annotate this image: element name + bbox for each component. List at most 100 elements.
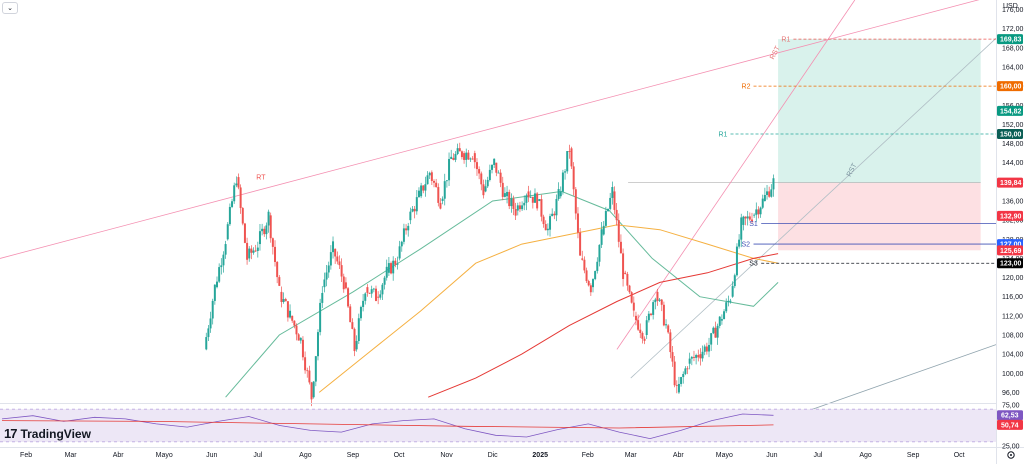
price-label-box	[997, 258, 1023, 269]
candle	[372, 288, 375, 290]
candle	[422, 185, 425, 191]
level-label: S3	[749, 261, 758, 268]
price-tick: 136,00	[1002, 199, 1024, 206]
gear-icon[interactable]	[1007, 451, 1015, 459]
candle	[611, 187, 614, 198]
candle	[626, 273, 629, 286]
rsi-label-box	[997, 410, 1023, 421]
candle	[282, 299, 285, 303]
target-zone	[778, 39, 981, 183]
candle	[699, 354, 702, 359]
price-label: 127,00	[1000, 242, 1022, 249]
candle	[299, 337, 302, 341]
candle	[351, 322, 354, 329]
price-tick: 116,00	[1002, 294, 1023, 301]
price-tick: 168,00	[1002, 45, 1024, 52]
time-tick: Abr	[673, 452, 685, 459]
candle	[368, 292, 371, 294]
candle	[705, 346, 708, 352]
candle	[725, 302, 728, 312]
time-tick: Jul	[814, 452, 823, 459]
trendline-label: RT	[256, 174, 266, 181]
moving-average-line	[428, 253, 779, 398]
candle	[738, 239, 741, 247]
candle	[355, 341, 358, 350]
time-tick: Feb	[20, 452, 32, 459]
candle	[634, 315, 637, 321]
moving-average-line	[225, 190, 779, 398]
candle	[557, 189, 560, 199]
candle	[362, 300, 365, 307]
rsi-label: 62,53	[1001, 413, 1019, 420]
candle	[628, 285, 631, 293]
candle	[246, 242, 249, 260]
candle	[731, 286, 734, 297]
candle	[439, 202, 442, 209]
candle	[622, 253, 625, 279]
candle	[218, 267, 221, 282]
settings-button[interactable]	[1007, 451, 1015, 459]
price-label: 125,69	[1000, 248, 1022, 255]
candle	[746, 216, 749, 219]
candle	[630, 292, 633, 303]
candle	[207, 328, 210, 338]
candle	[632, 302, 635, 311]
candle	[768, 191, 771, 197]
candle	[549, 216, 552, 230]
price-tick: 144,00	[1002, 160, 1024, 167]
candle	[527, 191, 530, 198]
candle	[445, 180, 448, 182]
collapse-button[interactable]: ⌄	[2, 2, 18, 14]
candle	[551, 213, 554, 217]
chevron-down-icon: ⌄	[7, 5, 13, 12]
candle	[660, 299, 663, 305]
candle	[347, 288, 350, 307]
time-tick: 2025	[532, 452, 548, 459]
candle	[289, 310, 292, 318]
price-tick: 108,00	[1002, 333, 1024, 340]
candle	[224, 244, 227, 255]
price-label: 154,82	[1000, 108, 1022, 115]
candle	[443, 181, 446, 199]
candle	[772, 178, 775, 190]
candle	[594, 271, 597, 280]
candle	[231, 201, 234, 207]
candle	[383, 277, 386, 285]
candle	[312, 381, 315, 398]
candle	[497, 172, 500, 174]
time-tick: Ago	[299, 452, 312, 459]
candle	[390, 263, 393, 274]
candle	[448, 158, 451, 181]
candle	[598, 244, 601, 262]
price-axis[interactable]: USD 176,00172,00168,00164,00160,00156,00…	[996, 0, 1024, 464]
candle	[456, 148, 459, 155]
time-tick: Mayo	[716, 452, 733, 459]
candle	[733, 275, 736, 287]
candle	[761, 198, 764, 208]
candle	[770, 189, 773, 197]
candle	[379, 294, 382, 298]
price-label: 132,90	[1000, 213, 1022, 220]
time-tick: Mayo	[156, 452, 173, 459]
time-axis: Feb Mar Abr Mayo Jun Jul Ago Sep Oct Nov Dic 2025 Fe…	[20, 452, 965, 459]
candle	[692, 356, 695, 358]
candle	[624, 272, 627, 274]
tradingview-logo: 17 TradingView	[4, 426, 91, 441]
candle	[637, 320, 640, 330]
candle	[467, 152, 470, 160]
price-tick: 176,00	[1002, 7, 1024, 14]
candle	[237, 177, 240, 188]
price-tick: 148,00	[1002, 141, 1024, 148]
price-tick: 120,00	[1002, 275, 1024, 282]
candle	[512, 198, 515, 210]
candle	[591, 279, 594, 288]
candle	[254, 250, 257, 252]
candle	[727, 300, 730, 303]
candle	[420, 185, 423, 197]
candle	[480, 173, 483, 185]
candle	[680, 377, 683, 384]
candle	[533, 193, 536, 203]
candle	[407, 225, 410, 231]
candle	[336, 256, 339, 262]
